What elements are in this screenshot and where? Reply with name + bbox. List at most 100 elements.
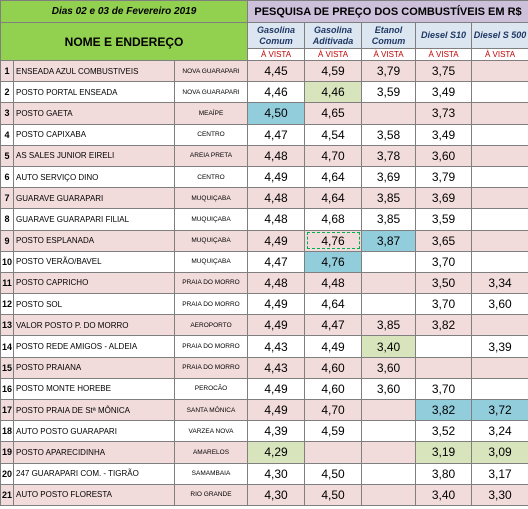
price-cell: 3,72	[470, 398, 528, 422]
row-number: 5	[0, 144, 14, 167]
price-cell: 3,73	[415, 102, 472, 125]
price-cell: 3,70	[415, 293, 472, 316]
price-cell: 4,50	[304, 462, 362, 485]
price-cell: 4,47	[304, 314, 362, 337]
price-cell: 3,78	[361, 144, 416, 167]
row-number: 8	[0, 208, 14, 231]
price-cell: 3,75	[415, 59, 472, 83]
price-cell	[470, 187, 528, 210]
price-cell: 4,39	[247, 420, 305, 443]
price-cell: 3,65	[415, 229, 472, 252]
price-cell	[361, 102, 416, 125]
price-cell: 3,69	[415, 187, 472, 210]
station-location: SANTA MÔNICA	[174, 398, 248, 422]
table-row: 14 POSTO REDE AMIGOS - ALDEIA PRAIA DO MOR…	[0, 335, 528, 358]
station-name: VALOR POSTO P. DO MORRO	[13, 314, 175, 337]
row-number: 2	[0, 81, 14, 104]
price-cell: 4,49	[247, 377, 305, 401]
row-number: 16	[0, 377, 14, 401]
table-row: 5 AS SALES JUNIOR EIRELI AREIA PRETA 4,48 4,…	[0, 144, 528, 167]
price-cell	[361, 483, 416, 506]
row-number: 1	[0, 59, 14, 83]
price-cell: 3,39	[470, 335, 528, 358]
price-cell: 4,60	[304, 356, 362, 379]
price-cell: 3,17	[470, 462, 528, 485]
price-cell: 4,49	[247, 314, 305, 337]
price-cell	[361, 271, 416, 295]
price-cell: 4,43	[247, 356, 305, 379]
row-number: 3	[0, 102, 14, 125]
station-name: POSTO MONTE HOREBE	[13, 377, 175, 401]
station-name: POSTO CAPRICHO	[13, 271, 175, 295]
row-number: 6	[0, 165, 14, 189]
row-number: 12	[0, 293, 14, 316]
price-cell: 3,85	[361, 208, 416, 231]
price-cell: 3,79	[415, 165, 472, 189]
price-cell	[361, 441, 416, 464]
price-cell: 3,60	[415, 144, 472, 167]
price-cell: 4,50	[304, 483, 362, 506]
station-name: POSTO SOL	[13, 293, 175, 316]
price-cell: 3,87	[361, 229, 416, 252]
row-number: 17	[0, 398, 14, 422]
price-cell	[361, 250, 416, 273]
price-cell: 4,46	[304, 81, 362, 104]
station-name: POSTO REDE AMIGOS - ALDEIA	[13, 335, 175, 358]
row-number: 13	[0, 314, 14, 337]
price-cell: 4,29	[247, 441, 305, 464]
price-cell: 4,47	[247, 250, 305, 273]
station-name: POSTO ESPLANADA	[13, 229, 175, 252]
price-cell: 4,49	[304, 335, 362, 358]
row-number: 11	[0, 271, 14, 295]
station-name: ENSEADA AZUL COMBUSTIVEIS	[13, 59, 175, 83]
price-cell: 3,85	[361, 187, 416, 210]
station-location: AEROPORTO	[174, 314, 248, 337]
price-cell: 4,59	[304, 420, 362, 443]
payment-label: À VISTA	[361, 48, 416, 61]
row-number: 21	[0, 483, 14, 506]
price-cell	[470, 356, 528, 379]
table-row: 19 POSTO APARECIDINHA AMARELOS 4,29 3,19 3,09	[0, 441, 528, 464]
price-cell: 3,40	[361, 335, 416, 358]
col-header-gasolina-comum: Gasolina Comum	[247, 22, 305, 49]
station-name: POSTO PORTAL ENSEADA	[13, 81, 175, 104]
price-cell	[470, 165, 528, 189]
table-row: 13 VALOR POSTO P. DO MORRO AEROPORTO 4,49 4,…	[0, 314, 528, 337]
price-cell: 4,30	[247, 462, 305, 485]
survey-title: PESQUISA DE PREÇO DOS COMBUSTÍVEIS EM R$	[246, 0, 528, 23]
price-cell	[415, 335, 472, 358]
price-cell: 3,52	[415, 420, 472, 443]
station-location: VARZEA NOVA	[174, 420, 248, 443]
table-row: 11 POSTO CAPRICHO PRAIA DO MORRO 4,48 4,48 3,…	[0, 271, 528, 295]
price-cell: 3,09	[470, 441, 528, 464]
station-location: PRAIA DO MORRO	[174, 335, 248, 358]
price-cell: 3,60	[361, 377, 416, 401]
row-number: 20	[0, 462, 14, 485]
row-number: 10	[0, 250, 14, 273]
payment-label: À VISTA	[304, 48, 362, 61]
price-cell	[470, 59, 528, 83]
station-location: PRAIA DO MORRO	[174, 293, 248, 316]
table-row: 2 POSTO PORTAL ENSEADA NOVA GUARAPARI 4,46 4…	[0, 81, 528, 104]
station-location: SAMAMBAIA	[174, 462, 248, 485]
station-name: 247 GUARAPARI COM. - TIGRÃO	[13, 462, 175, 485]
price-cell: 3,40	[415, 483, 472, 506]
table-row: 9 POSTO ESPLANADA MUQUIÇABA 4,49 4,76 3,87 3,6…	[0, 229, 528, 252]
station-name: POSTO VERÃO/BAVEL	[13, 250, 175, 273]
price-cell: 4,60	[304, 377, 362, 401]
station-location: PRAIA DO MORRO	[174, 356, 248, 379]
price-cell	[470, 250, 528, 273]
price-cell: 4,47	[247, 123, 305, 146]
price-cell: 4,76	[304, 229, 362, 252]
price-cell: 3,82	[415, 398, 472, 422]
row-number: 18	[0, 420, 14, 443]
price-cell: 3,70	[415, 377, 472, 401]
price-cell: 4,64	[304, 165, 362, 189]
price-cell: 4,45	[247, 59, 305, 83]
station-location: PRAIA DO MORRO	[174, 271, 248, 295]
station-name: AS SALES JUNIOR EIRELI	[13, 144, 175, 167]
price-cell: 4,68	[304, 208, 362, 231]
table-row: 20 247 GUARAPARI COM. - TIGRÃO SAMAMBAIA 4,…	[0, 462, 528, 485]
price-cell	[304, 441, 362, 464]
price-cell	[361, 420, 416, 443]
